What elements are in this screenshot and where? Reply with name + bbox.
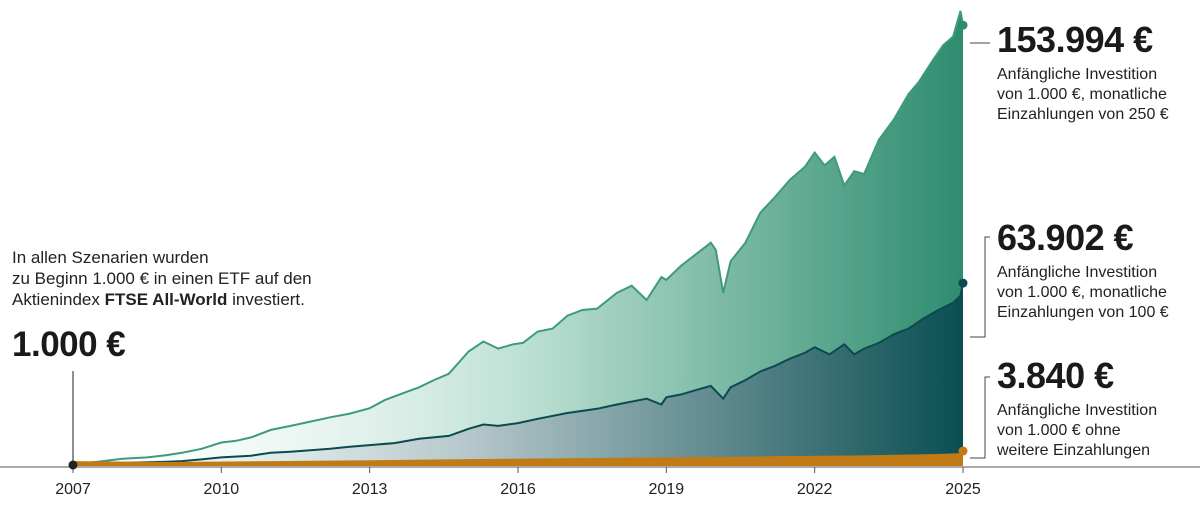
callout-line: Anfängliche Investition bbox=[997, 264, 1158, 281]
intro-line-3: Aktienindex FTSE All-World investiert. bbox=[12, 289, 392, 310]
series-area-250 bbox=[73, 10, 963, 467]
intro-line-3-pre: Aktienindex bbox=[12, 290, 105, 309]
intro-line-2: zu Beginn 1.000 € in einen ETF auf den bbox=[12, 269, 312, 288]
start-value: 1.000 € bbox=[12, 325, 126, 364]
intro-line-3-post: investiert. bbox=[227, 290, 305, 309]
x-tick-label: 2007 bbox=[55, 481, 91, 498]
callout-description: Anfängliche Investition von 1.000 € ohne… bbox=[997, 401, 1197, 461]
callout-line: Anfängliche Investition bbox=[997, 402, 1158, 419]
start-dot bbox=[68, 460, 78, 470]
callout-line: weitere Einzahlungen bbox=[997, 442, 1150, 459]
x-tick-label: 2013 bbox=[352, 481, 388, 498]
end-dot bbox=[958, 278, 968, 288]
end-dot bbox=[958, 20, 968, 30]
x-tick-label: 2025 bbox=[945, 481, 981, 498]
callout-line: Einzahlungen von 100 € bbox=[997, 304, 1169, 321]
x-tick-label: 2010 bbox=[204, 481, 240, 498]
end-dots bbox=[958, 20, 968, 456]
callout-line: von 1.000 € ohne bbox=[997, 422, 1121, 439]
callout-leaders bbox=[970, 42, 990, 459]
callout-description: Anfängliche Investition von 1.000 €, mon… bbox=[997, 263, 1197, 323]
series-line-250 bbox=[72, 10, 964, 466]
callout-line: von 1.000 €, monatliche bbox=[997, 86, 1167, 103]
series-area-0 bbox=[73, 453, 963, 466]
x-tick-label: 2016 bbox=[500, 481, 536, 498]
intro-text: In allen Szenarien wurden zu Beginn 1.00… bbox=[12, 247, 392, 310]
intro-index-name: FTSE All-World bbox=[104, 290, 228, 309]
callout-250: 153.994 € Anfängliche Investition von 1.… bbox=[997, 20, 1197, 125]
callout-value: 3.840 € bbox=[997, 355, 1114, 396]
callout-value: 63.902 € bbox=[997, 217, 1134, 258]
callout-description: Anfängliche Investition von 1.000 €, mon… bbox=[997, 65, 1197, 125]
callout-line: von 1.000 €, monatliche bbox=[997, 284, 1167, 301]
x-tick-label: 2019 bbox=[649, 481, 685, 498]
intro-line-1: In allen Szenarien wurden bbox=[12, 248, 209, 267]
series-line-100 bbox=[72, 282, 964, 466]
callout-line: Anfängliche Investition bbox=[997, 66, 1158, 83]
callout-100: 63.902 € Anfängliche Investition von 1.0… bbox=[997, 218, 1197, 323]
x-ticks: 2007 2010 2013 2016 2019 2022 2025 bbox=[55, 467, 981, 498]
callout-line: Einzahlungen von 250 € bbox=[997, 106, 1169, 123]
end-dot bbox=[958, 446, 968, 456]
x-tick-label: 2022 bbox=[797, 481, 833, 498]
callout-value: 153.994 € bbox=[997, 19, 1153, 60]
callout-0: 3.840 € Anfängliche Investition von 1.00… bbox=[997, 356, 1197, 461]
series-area-100 bbox=[73, 283, 963, 466]
